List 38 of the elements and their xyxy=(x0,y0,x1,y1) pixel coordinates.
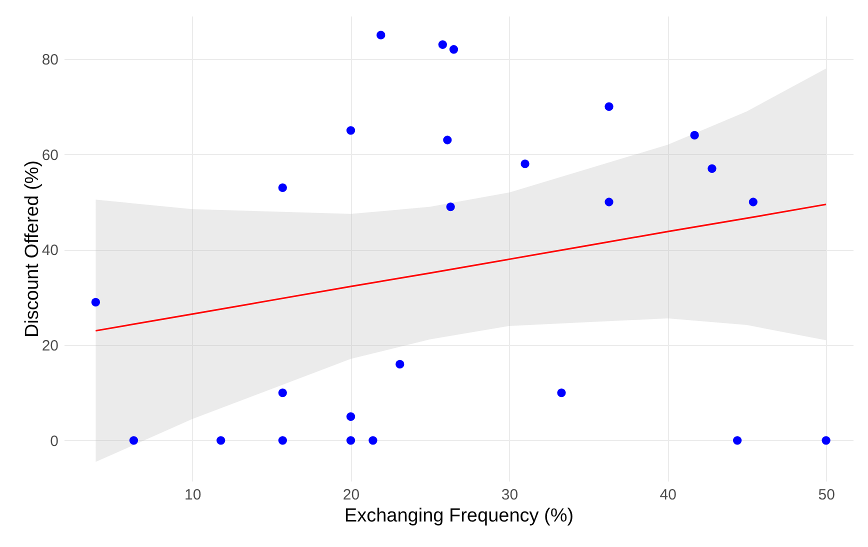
x-tick-label: 40 xyxy=(660,486,676,504)
x-axis-title: Exchanging Frequency (%) xyxy=(344,506,574,526)
point xyxy=(520,160,530,168)
point xyxy=(446,202,455,212)
point xyxy=(748,198,758,206)
point xyxy=(708,164,716,173)
point xyxy=(449,45,458,54)
x-tick-label: 20 xyxy=(342,486,360,504)
point xyxy=(557,388,566,398)
x-tick-label: 50 xyxy=(818,486,835,504)
point xyxy=(376,30,386,40)
point xyxy=(443,136,452,144)
point xyxy=(604,102,614,111)
y-tick-label: 0 xyxy=(50,432,58,450)
point xyxy=(91,298,100,306)
x-tick-label: 10 xyxy=(184,486,202,504)
x-tick-label: 30 xyxy=(501,486,518,504)
point xyxy=(690,130,699,140)
line-series xyxy=(94,204,827,332)
point xyxy=(129,436,138,445)
point xyxy=(822,436,830,445)
point xyxy=(278,436,287,445)
point xyxy=(396,360,404,368)
y-tick-label: 60 xyxy=(42,146,58,164)
point xyxy=(733,436,742,445)
point xyxy=(438,40,447,49)
y-tick-label: 80 xyxy=(42,51,58,68)
point xyxy=(278,388,287,398)
point xyxy=(346,436,356,445)
point xyxy=(278,183,287,192)
point xyxy=(604,198,614,206)
y-tick-label: 40 xyxy=(42,242,58,260)
y-axis-title: Discount Offered (%) xyxy=(22,160,43,338)
point xyxy=(368,436,378,445)
point xyxy=(346,126,356,135)
point xyxy=(216,436,226,445)
point xyxy=(346,412,356,421)
y-tick-label: 20 xyxy=(42,338,58,355)
